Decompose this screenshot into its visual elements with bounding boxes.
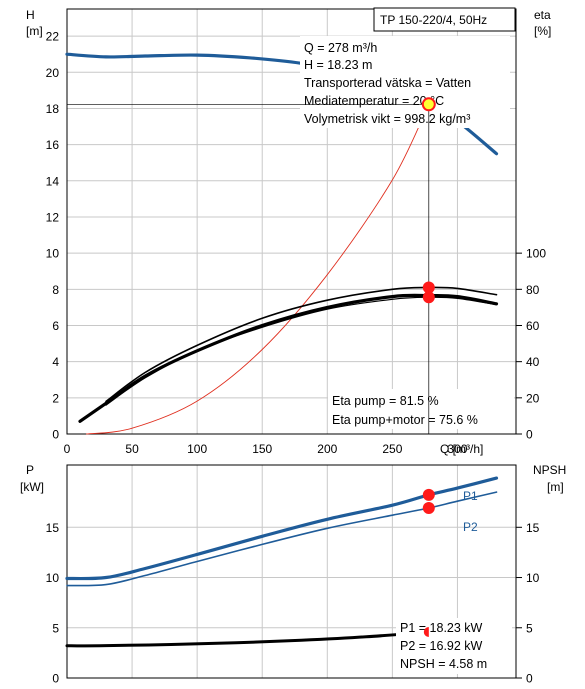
npsh-axis-label: NPSH	[533, 463, 566, 477]
p2-value-text: P2 = 16.92 kW	[400, 639, 483, 653]
x-tick-label: 100	[187, 442, 207, 456]
p-tick-label: 5	[52, 621, 59, 635]
eta-pump-outline-curve	[105, 286, 498, 403]
y-left-tick-label: 4	[52, 355, 59, 369]
p-axis-unit: [kW]	[20, 480, 44, 494]
title-box	[373, 7, 516, 32]
npsh-tick-label: 15	[526, 521, 540, 535]
info-line-density: Volymetrisk vikt = 998.2 kg/m³	[304, 112, 470, 126]
y-right-tick-label: 60	[526, 319, 540, 333]
x-tick-label: 300	[447, 442, 467, 456]
bottom-plot-frame	[66, 464, 517, 679]
y-right-unit: [%]	[534, 24, 551, 38]
npsh-tick-label: 0	[526, 672, 533, 686]
p-tick-label: 10	[46, 571, 60, 585]
y-left-tick-label: 8	[52, 283, 59, 297]
bottom-curves	[65, 476, 499, 648]
npsh-tick-label: 5	[526, 621, 533, 635]
y-left-tick-label: 0	[52, 428, 59, 442]
npsh-tick-label: 10	[526, 571, 540, 585]
eta-pump-marker	[422, 281, 435, 294]
duty-info-background	[300, 36, 510, 128]
y-left-tick-label: 18	[46, 102, 60, 116]
duty-markers	[67, 97, 436, 637]
x-tick-label: 0	[64, 442, 71, 456]
y-left-tick-label: 16	[46, 138, 60, 152]
power-info-background	[396, 618, 512, 674]
y-left-tick-label: 22	[46, 30, 60, 44]
x-tick-label: 50	[125, 442, 139, 456]
eta-pump-text: Eta pump = 81.5 %	[332, 394, 439, 408]
y-left-tick-label: 12	[46, 210, 60, 224]
y-left-unit: [m]	[26, 24, 43, 38]
y-right-tick-label: 0	[526, 428, 533, 442]
p2-curve	[66, 491, 498, 587]
p-tick-label: 15	[46, 521, 60, 535]
y-left-tick-label: 14	[46, 174, 60, 188]
y-left-label: H	[26, 8, 35, 22]
y-right-tick-label: 20	[526, 391, 540, 405]
p-tick-label: 0	[52, 672, 59, 686]
info-line-h: H = 18.23 m	[304, 58, 372, 72]
x-axis-label: Q [m³/h]	[440, 442, 483, 456]
y-right-tick-label: 40	[526, 355, 540, 369]
system-curve	[86, 103, 430, 435]
p1-value-text: P1 = 18.23 kW	[400, 621, 483, 635]
p1-curve	[65, 476, 499, 581]
p2-duty-marker	[422, 502, 435, 515]
y-right-tick-label: 80	[526, 283, 540, 297]
npsh-value-text: NPSH = 4.58 m	[400, 657, 487, 671]
y-right-label: eta	[534, 8, 551, 22]
info-line-liquid: Transporterad vätska = Vatten	[304, 76, 471, 90]
p2-series-label: P2	[463, 520, 478, 534]
eta-pump-motor-marker	[422, 291, 435, 304]
eta-info-background	[328, 389, 514, 429]
bottom-tick-labels: 0 5 10 15 0 5 10 15	[46, 521, 540, 686]
npsh-duty-marker	[423, 626, 429, 637]
eta-pump-motor-text: Eta pump+motor = 75.6 %	[332, 413, 478, 427]
p1-series-label: P1	[463, 489, 478, 503]
duty-point-marker	[421, 97, 436, 112]
x-tick-label: 250	[382, 442, 402, 456]
y-left-tick-label: 6	[52, 319, 59, 333]
npsh-axis-unit: [m]	[547, 480, 564, 494]
y-left-tick-label: 20	[46, 66, 60, 80]
x-tick-label: 150	[252, 442, 272, 456]
info-line-q: Q = 278 m³/h	[304, 41, 377, 55]
y-left-tick-label: 10	[46, 247, 60, 261]
y-right-tick-label: 100	[526, 247, 546, 261]
top-plot-frame	[66, 8, 517, 435]
top-tick-labels: 0 50 100 150 200 250 300 0 2 4 6 8 10 12 14 16 18 20 22 0 20…	[46, 30, 547, 456]
chart-title: TP 150-220/4, 50Hz	[380, 13, 487, 27]
eta-pump-motor-curve	[105, 296, 498, 406]
eta-pump-curve	[78, 293, 499, 423]
npsh-curve	[65, 630, 431, 648]
x-tick-label: 200	[317, 442, 337, 456]
y-left-tick-label: 2	[52, 391, 59, 405]
p1-duty-marker	[422, 488, 435, 501]
p-axis-label: P	[26, 463, 34, 477]
